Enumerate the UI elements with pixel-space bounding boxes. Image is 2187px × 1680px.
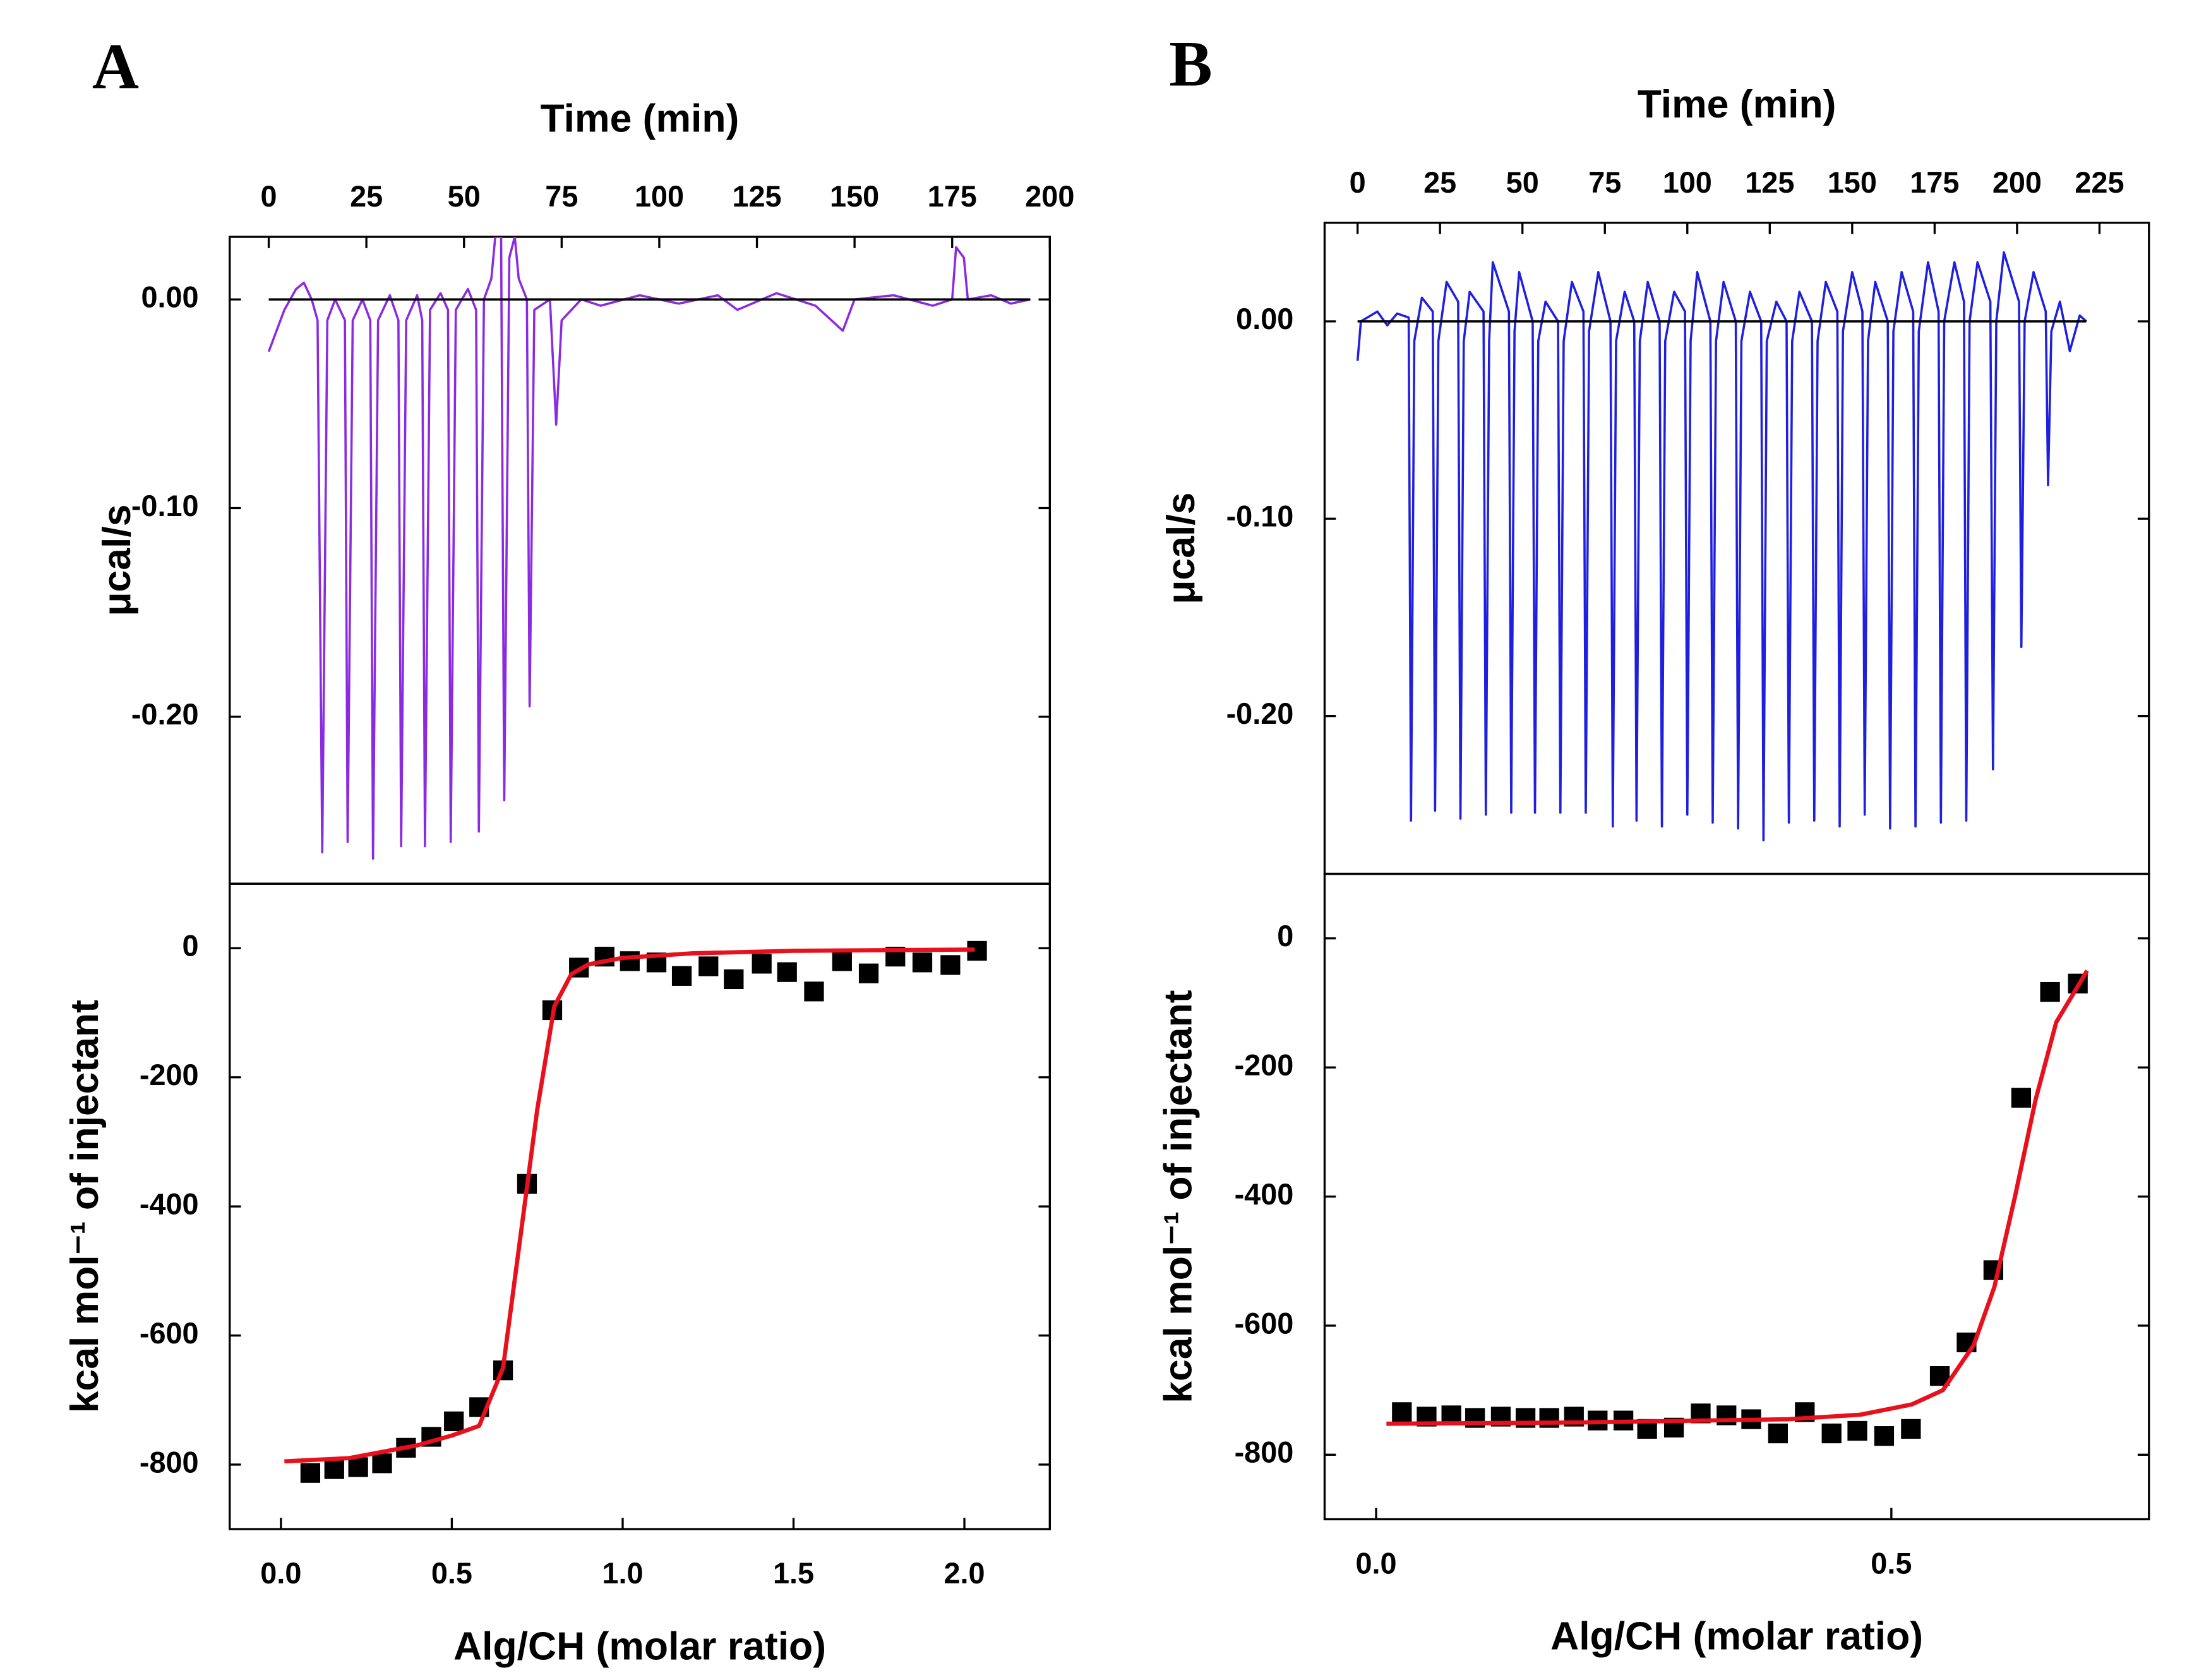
y-tick-label: -0.10 [1226,500,1294,533]
x-tick-label: 25 [350,180,383,213]
data-point [724,969,744,990]
data-point [2040,981,2060,1002]
x-tick-label: 200 [1025,180,1074,213]
plot-area [284,940,987,1483]
panel-letter: B [1169,28,1212,100]
x-axis-title: Alg/CH (molar ratio) [1550,1614,1923,1659]
x-axis-title: Alg/CH (molar ratio) [453,1624,826,1668]
x-tick-label: 75 [1588,166,1621,199]
data-point [804,981,824,1002]
y-tick-label: -200 [1235,1049,1294,1082]
y-axis-title: kcal mol⁻¹ of injectant [63,1000,107,1413]
x-tick-label: 225 [2075,166,2124,199]
x-tick-label: 100 [1663,166,1712,199]
plot-area [267,236,1031,860]
x-tick-label: 125 [732,180,781,213]
data-point [858,963,879,983]
data-point [698,956,719,976]
x-tick-label: 100 [635,180,684,213]
x-tick-label: 0.0 [1355,1547,1396,1580]
data-point [1768,1423,1788,1444]
series-line [267,236,1031,860]
y-tick-label: 0.00 [141,280,198,313]
plot-area [1386,969,2089,1446]
y-tick-label: -200 [140,1059,199,1091]
data-point [777,962,797,982]
x-tick-label: 2.0 [944,1557,985,1590]
y-tick-label: -0.20 [1226,697,1294,730]
data-point [348,1457,368,1477]
x-tick-label: 175 [1910,166,1959,199]
data-point [752,954,772,974]
x-tick-label: 25 [1423,166,1456,199]
y-tick-label: -0.10 [131,489,199,522]
series-line [1386,969,2089,1426]
y-tick-label: -600 [140,1317,199,1350]
y-tick-label: -800 [140,1446,199,1479]
y-tick-label: -400 [1235,1178,1294,1211]
data-point [1539,1408,1559,1428]
y-axis-title: μcal/s [95,504,139,616]
data-point [300,1463,321,1483]
y-tick-label: -600 [1235,1307,1294,1340]
x-tick-label: 50 [448,180,481,213]
y-tick-label: 0 [183,930,199,963]
x-tick-label: 1.5 [773,1557,814,1590]
data-point [940,955,961,975]
x-tick-label: 0.0 [260,1557,301,1590]
y-tick-label: -400 [140,1188,199,1221]
data-point [671,966,692,986]
data-point [372,1453,392,1473]
x-tick-label: 50 [1506,166,1539,199]
x-tick-label: 150 [830,180,879,213]
x-tick-label: 175 [928,180,977,213]
x-tick-label: 1.0 [602,1557,643,1590]
x-tick-label: 0 [1350,166,1366,199]
x-tick-label: 150 [1828,166,1877,199]
x-tick-label: 125 [1745,166,1794,199]
data-point [1821,1423,1842,1444]
x-axis-title: Time (min) [1638,82,1836,126]
data-point [444,1411,464,1432]
data-point [912,952,933,973]
y-axis-title: kcal mol⁻¹ of injectant [1156,990,1200,1403]
plot-frame [229,882,1052,1530]
y-tick-label: -800 [1235,1436,1294,1469]
y-axis-title: μcal/s [1159,493,1203,604]
x-tick-label: 0.5 [1871,1547,1912,1580]
data-point [1392,1402,1412,1422]
panel-letter: A [92,32,139,103]
series-line [284,947,975,1464]
plot-area [1356,251,2087,842]
y-tick-label: 0.00 [1236,303,1293,335]
x-tick-label: 0.5 [431,1557,472,1590]
x-tick-label: 75 [545,180,578,213]
data-point [1847,1420,1867,1441]
series-line [1356,251,2087,842]
data-point [1874,1426,1895,1446]
x-tick-label: 200 [1992,166,2042,199]
data-point [832,951,852,971]
data-point [2011,1088,2032,1108]
data-point [324,1459,344,1479]
x-axis-title: Time (min) [541,97,740,141]
data-point [620,951,640,971]
x-tick-label: 0 [261,180,277,213]
data-point [1901,1419,1921,1439]
y-tick-label: -0.20 [131,698,199,731]
y-tick-label: 0 [1277,920,1293,952]
